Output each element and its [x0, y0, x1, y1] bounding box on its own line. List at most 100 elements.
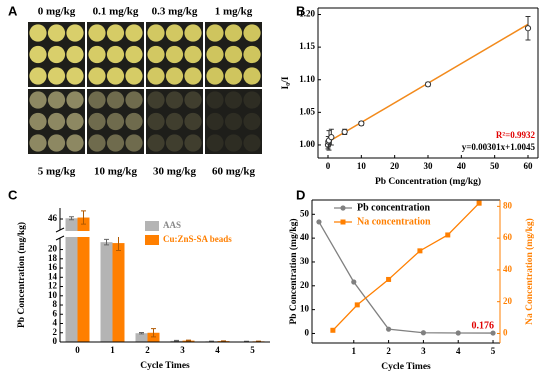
bar: [77, 217, 90, 342]
y-axis-label: Pb Concentration (mg/kg): [16, 222, 27, 328]
y-tick-label: 1.10: [299, 74, 315, 84]
photo-well: [147, 45, 165, 64]
photo-well: [88, 112, 106, 131]
legend-marker: [340, 205, 346, 211]
y-tick-label: 46: [48, 213, 58, 223]
y-tick-label: 20: [503, 296, 513, 306]
x-tick-label: 1: [352, 346, 357, 356]
x-tick-label: 0: [75, 345, 80, 355]
y-tick-label: 50: [300, 208, 310, 218]
panel-label: D: [296, 187, 305, 202]
legend-swatch: [145, 235, 159, 245]
photo-label: 0 mg/kg: [38, 6, 76, 18]
legend-label: Pb concentration: [357, 202, 430, 213]
photo-well: [184, 67, 202, 85]
y-tick-label: 2: [53, 327, 58, 337]
photo-well: [47, 45, 66, 64]
photo-well: [29, 134, 47, 152]
y-axis-label: Na Concentration (mg/kg): [524, 218, 535, 325]
y-tick-label: 40: [503, 264, 513, 274]
photo-well: [47, 91, 66, 109]
photo-well: [224, 24, 243, 42]
photo-well: [125, 67, 143, 85]
annotation: 0.176: [472, 320, 495, 331]
photo-well: [29, 45, 47, 64]
photo-well: [224, 91, 243, 109]
error-bar: [174, 339, 179, 342]
marker: [354, 302, 360, 308]
marker: [476, 200, 482, 206]
photo-well: [243, 91, 261, 109]
y-tick-label: 16: [48, 262, 58, 272]
marker: [445, 232, 451, 238]
photo-well: [29, 112, 47, 131]
photo-well: [125, 91, 143, 109]
x-axis-label: Cycle Times: [140, 361, 190, 371]
y-tick-label: 18: [48, 253, 58, 263]
x-axis-label: Cycle Times: [381, 362, 431, 372]
photo-label: 0.1 mg/kg: [93, 6, 139, 18]
bar: [135, 333, 148, 342]
photo-well: [165, 45, 184, 64]
error-bar: [81, 210, 86, 225]
photo-well: [66, 112, 84, 131]
x-tick-label: 5: [491, 346, 496, 356]
x-tick-label: 60: [524, 161, 534, 171]
marker: [490, 330, 496, 336]
x-axis-label: Pb Concentration (mg/kg): [375, 176, 481, 187]
error-bar: [151, 328, 156, 338]
marker: [316, 219, 322, 225]
y-tick-label: 80: [503, 200, 513, 210]
y-tick-label: 8: [53, 299, 58, 309]
bar: [100, 242, 113, 342]
photo-well: [66, 91, 84, 109]
y-tick-label: 6: [53, 308, 58, 318]
y-tick-label: 20: [48, 244, 58, 254]
photo-well: [88, 45, 106, 64]
photo-well: [224, 45, 243, 64]
photo-well: [88, 67, 106, 85]
photo-well: [147, 112, 165, 131]
x-tick-label: 40: [457, 161, 467, 171]
photo-well: [66, 45, 84, 64]
point: [424, 81, 432, 88]
photo-well: [125, 112, 143, 131]
marker: [351, 279, 357, 285]
panel-label: A: [8, 3, 18, 18]
y-tick-label: 20: [300, 280, 310, 290]
x-tick-label: 30: [424, 161, 434, 171]
photo-label: 1 mg/kg: [215, 6, 253, 18]
photo-well: [125, 24, 143, 42]
y-tick-label: 1.20: [299, 9, 315, 19]
error-bar: [139, 332, 144, 335]
photo-well: [184, 45, 202, 64]
legend-label: AAS: [163, 220, 181, 230]
y-tick-label: 4: [53, 318, 58, 328]
photo-well: [206, 24, 224, 42]
photo-well: [184, 112, 202, 131]
photo-well: [224, 134, 243, 152]
photo-well: [206, 67, 224, 85]
photo-well: [66, 67, 84, 85]
photo-well: [66, 134, 84, 152]
point: [358, 120, 365, 127]
x-tick-label: 3: [421, 346, 426, 356]
photo-well: [147, 134, 165, 152]
photo-well: [243, 134, 261, 152]
legend-swatch: [145, 221, 159, 231]
axis-break-gap: [54, 231, 274, 237]
photo-well: [206, 134, 224, 152]
break-mark: [55, 227, 65, 241]
point: [341, 128, 348, 136]
annotation: R²=0.9932: [496, 130, 536, 140]
photo-label: 5 mg/kg: [38, 166, 76, 178]
legend-label: Cu:ZnS-SA beads: [163, 234, 232, 244]
photo-well: [29, 24, 47, 42]
legend-label: Na concentration: [357, 216, 431, 227]
photo-well: [224, 67, 243, 85]
photo-well: [165, 24, 184, 42]
photo-well: [147, 91, 165, 109]
bar: [65, 218, 78, 342]
photo-well: [47, 112, 66, 131]
y-tick-label: 1.00: [299, 139, 315, 149]
